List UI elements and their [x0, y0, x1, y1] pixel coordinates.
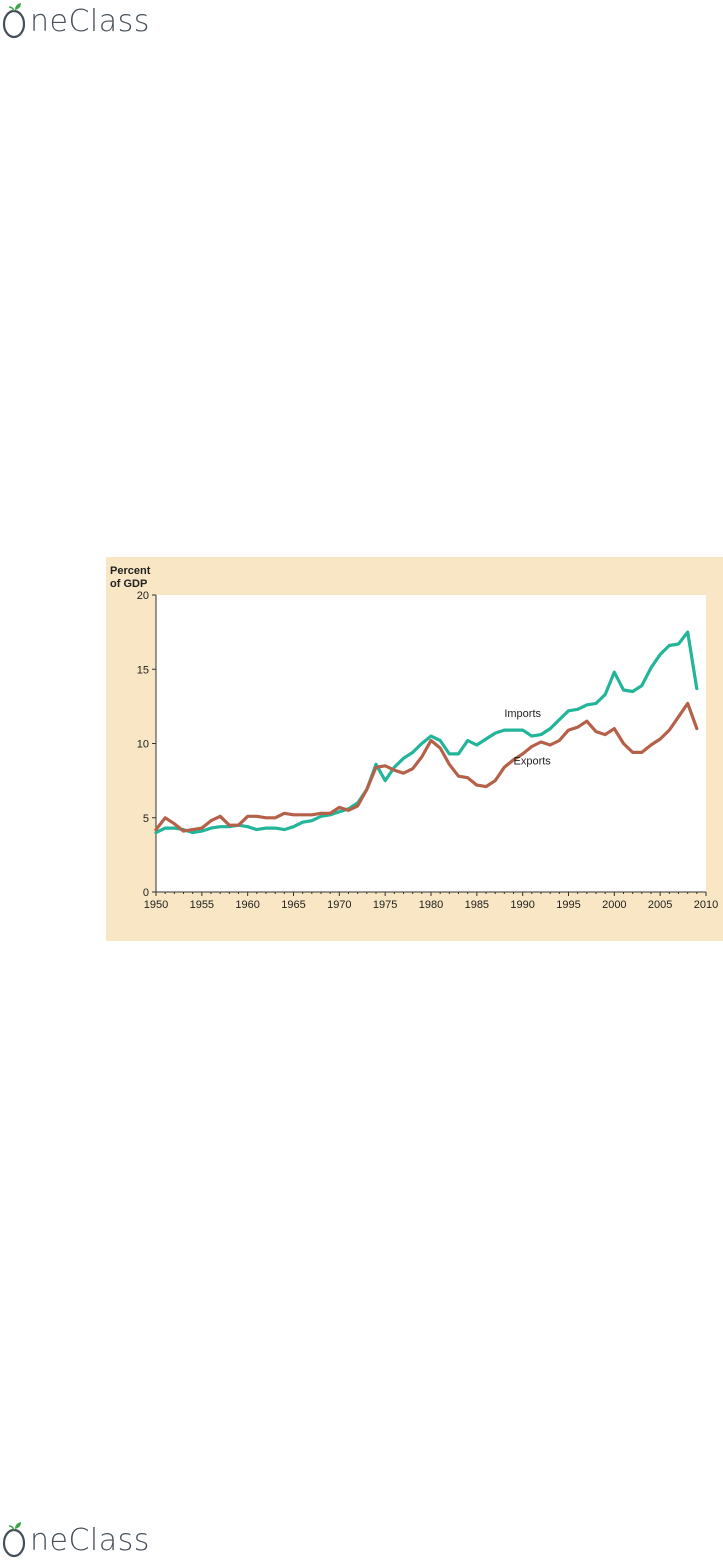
x-tick-label: 1965 — [281, 899, 305, 911]
series-line-exports — [154, 701, 699, 833]
x-tick-label: 1970 — [327, 899, 351, 911]
annotation-exports: Exports — [514, 755, 552, 767]
x-tick-label: 1985 — [465, 899, 489, 911]
y-axis-title-line2: of GDP — [110, 578, 148, 590]
y-tick-label: 0 — [143, 887, 149, 899]
y-tick-label: 15 — [137, 664, 149, 676]
apple-o-icon — [2, 1521, 28, 1559]
chart-figure: Percent of GDP 0 5 10 15 20 1950 1955 1960 1965 1… — [106, 557, 723, 941]
annotation-imports: Imports — [504, 708, 541, 720]
x-tick-label: 2000 — [602, 899, 626, 911]
y-tick-label: 5 — [143, 813, 149, 825]
x-tick-label: 1980 — [419, 899, 443, 911]
x-tick-label: 2010 — [694, 899, 718, 911]
y-tick-label: 20 — [137, 590, 149, 602]
apple-o-icon — [2, 2, 28, 40]
x-tick-label: 1975 — [373, 899, 397, 911]
y-axis-title: Percent of GDP — [110, 565, 150, 591]
x-tick-label: 1995 — [556, 899, 580, 911]
y-axis-title-line1: Percent — [110, 565, 151, 577]
y-tick-label: 10 — [137, 739, 149, 751]
oneclass-logo-top: neClass — [2, 2, 150, 40]
logo-text: neClass — [30, 3, 150, 39]
series-line-imports — [154, 630, 699, 835]
oneclass-logo-bottom: neClass — [2, 1521, 150, 1559]
x-tick-label: 1960 — [235, 899, 259, 911]
logo-text: neClass — [30, 1522, 150, 1558]
x-tick-label: 1950 — [144, 899, 168, 911]
x-tick-label: 1990 — [510, 899, 534, 911]
x-tick-label: 2005 — [648, 899, 672, 911]
x-tick-label: 1955 — [190, 899, 214, 911]
line-chart: 0 5 10 15 20 1950 1955 1960 1965 1970 1975 1980 1985… — [137, 590, 718, 911]
